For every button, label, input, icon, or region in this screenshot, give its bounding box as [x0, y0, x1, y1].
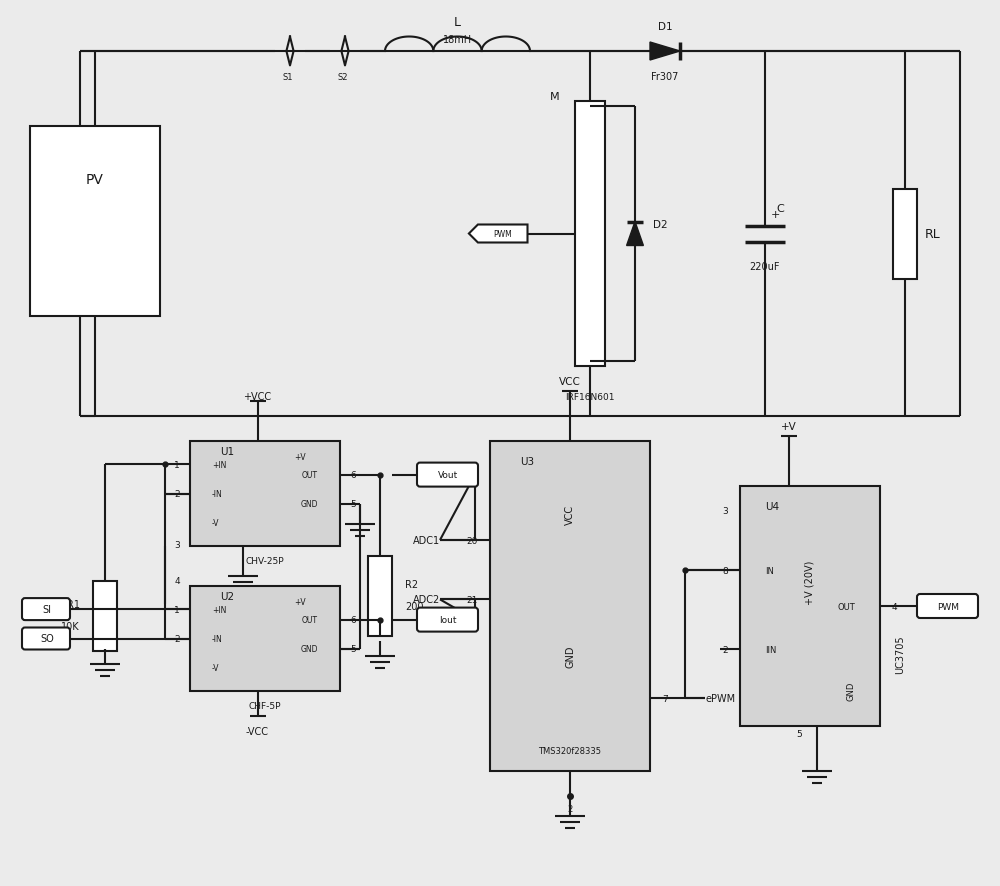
Text: IIN: IIN — [765, 645, 776, 654]
Text: CHF-5P: CHF-5P — [249, 702, 281, 711]
Text: 18mH: 18mH — [443, 35, 472, 45]
Text: OUT: OUT — [302, 616, 318, 625]
Text: 20: 20 — [467, 536, 478, 545]
Text: +: + — [770, 209, 780, 219]
Text: GND: GND — [301, 500, 318, 509]
Text: GND: GND — [565, 644, 575, 667]
Polygon shape — [650, 43, 680, 61]
Text: S1: S1 — [283, 73, 293, 82]
Bar — [893, 190, 917, 279]
Bar — [575, 102, 605, 367]
Text: +IN: +IN — [212, 460, 226, 469]
Text: U3: U3 — [520, 456, 534, 466]
Text: OUT: OUT — [302, 470, 318, 479]
Text: 10K: 10K — [61, 621, 80, 632]
FancyBboxPatch shape — [917, 595, 978, 618]
Text: IRF16N601: IRF16N601 — [565, 392, 615, 401]
Text: 2: 2 — [722, 645, 728, 654]
Text: +VCC: +VCC — [243, 392, 272, 401]
Text: +IN: +IN — [212, 605, 226, 614]
Text: S2: S2 — [338, 73, 348, 82]
Text: 2: 2 — [174, 634, 180, 643]
Text: 2: 2 — [567, 804, 573, 813]
Text: -IN: -IN — [212, 489, 223, 499]
Text: 3: 3 — [722, 507, 728, 516]
Bar — [490, 441, 650, 771]
Text: 2: 2 — [174, 489, 180, 499]
Text: ADC2: ADC2 — [413, 595, 440, 605]
Text: +V (20V): +V (20V) — [805, 560, 815, 604]
Text: +V: +V — [294, 597, 306, 607]
Text: GND: GND — [301, 645, 318, 654]
Text: CHV-25P: CHV-25P — [246, 557, 284, 566]
Text: 5: 5 — [350, 645, 356, 654]
Text: SI: SI — [43, 604, 52, 614]
Text: U1: U1 — [220, 447, 234, 456]
Text: U2: U2 — [220, 591, 234, 602]
Text: 21: 21 — [467, 595, 478, 604]
Text: TMS320f28335: TMS320f28335 — [538, 747, 602, 756]
FancyBboxPatch shape — [22, 628, 70, 649]
Text: 4: 4 — [174, 577, 180, 586]
Text: 4: 4 — [892, 602, 898, 610]
Text: IN: IN — [765, 566, 774, 575]
Text: M: M — [550, 92, 560, 102]
Text: D1: D1 — [658, 22, 672, 32]
Text: 8: 8 — [722, 566, 728, 575]
Text: 7: 7 — [662, 694, 668, 703]
Text: -V: -V — [212, 664, 220, 672]
Text: R1: R1 — [67, 599, 80, 610]
Bar — [368, 556, 392, 636]
Polygon shape — [627, 222, 643, 246]
Text: ePWM: ePWM — [705, 694, 735, 703]
Text: 220uF: 220uF — [750, 261, 780, 271]
Bar — [93, 581, 117, 651]
Text: SO: SO — [40, 633, 54, 644]
Text: GND: GND — [846, 680, 855, 700]
FancyBboxPatch shape — [22, 598, 70, 620]
Text: D2: D2 — [653, 219, 667, 229]
Bar — [740, 486, 880, 727]
Text: Fr307: Fr307 — [651, 72, 679, 82]
Text: 1: 1 — [174, 605, 180, 614]
Text: 5: 5 — [350, 500, 356, 509]
Text: U4: U4 — [765, 501, 779, 511]
Text: +V: +V — [781, 422, 797, 431]
Text: 3: 3 — [174, 540, 180, 549]
FancyBboxPatch shape — [417, 463, 478, 487]
Text: -VCC: -VCC — [246, 727, 269, 736]
Text: OUT: OUT — [837, 602, 855, 610]
Text: RL: RL — [925, 228, 941, 241]
Text: VCC: VCC — [559, 377, 581, 386]
Bar — [190, 441, 340, 547]
Text: C: C — [776, 205, 784, 214]
Text: 6: 6 — [350, 616, 356, 625]
Text: 6: 6 — [350, 470, 356, 479]
Text: ADC1: ADC1 — [413, 535, 440, 546]
Text: 1: 1 — [174, 460, 180, 469]
FancyBboxPatch shape — [417, 608, 478, 632]
Text: PWM: PWM — [494, 229, 512, 238]
Text: Iout: Iout — [439, 616, 457, 625]
Bar — [190, 587, 340, 691]
Text: UC3705: UC3705 — [895, 635, 905, 673]
Text: 200: 200 — [405, 602, 424, 611]
Text: L: L — [454, 15, 461, 28]
Text: -IN: -IN — [212, 634, 223, 643]
Text: VCC: VCC — [565, 504, 575, 525]
Text: -V: -V — [212, 519, 220, 528]
Text: PWM: PWM — [937, 602, 959, 610]
Text: R2: R2 — [405, 579, 418, 589]
Polygon shape — [469, 225, 528, 244]
Text: +V: +V — [294, 453, 306, 462]
Text: 5: 5 — [796, 730, 802, 739]
Text: Vout: Vout — [438, 470, 458, 479]
Bar — [30, 127, 160, 316]
Text: PV: PV — [86, 173, 104, 187]
